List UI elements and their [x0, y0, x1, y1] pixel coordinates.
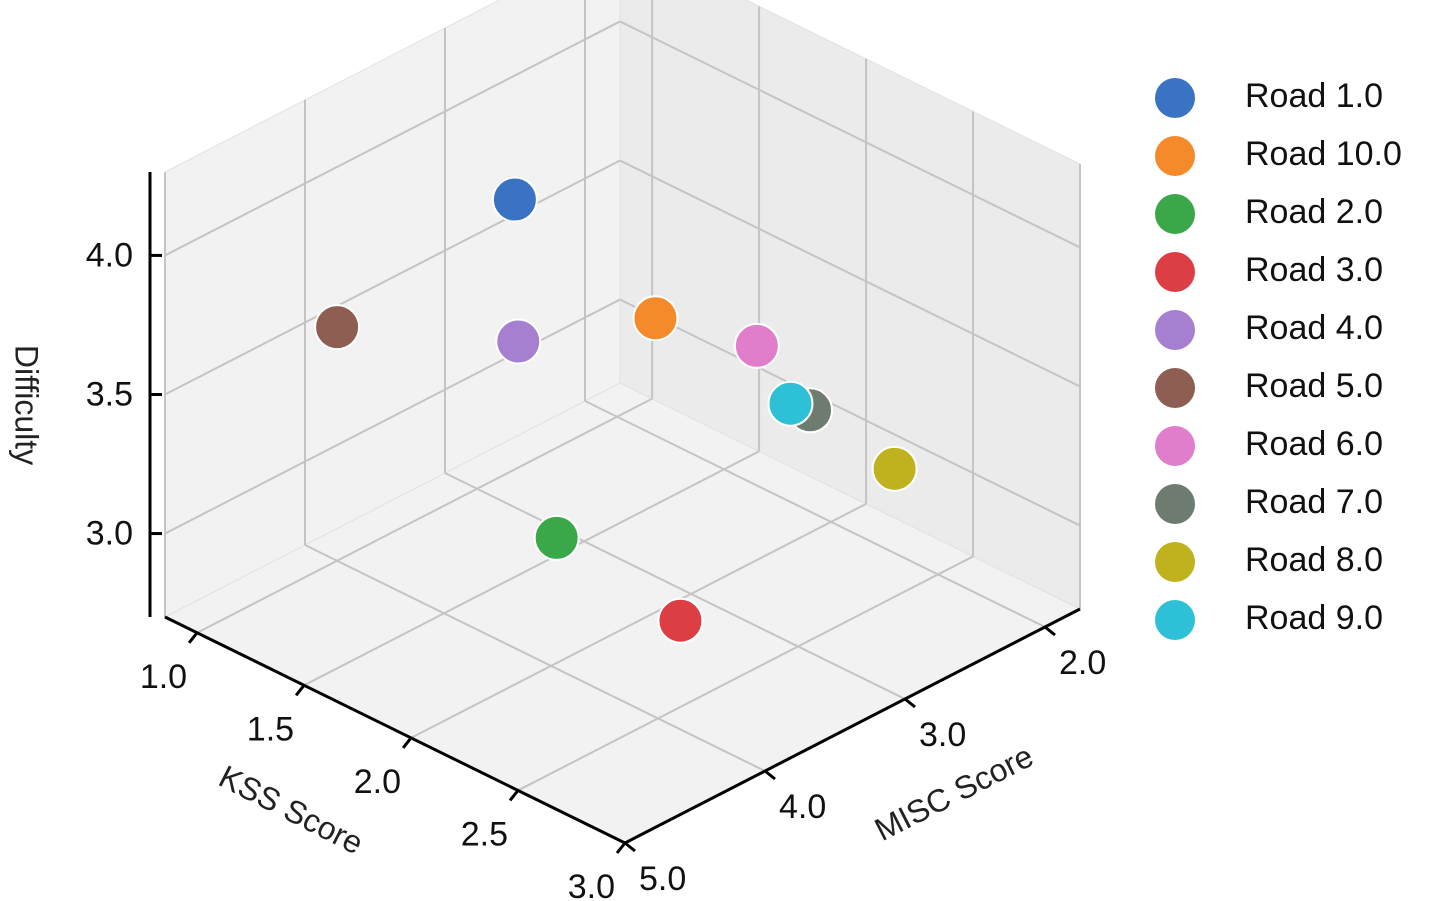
legend-swatch	[1155, 78, 1195, 118]
legend-label: Road 10.0	[1245, 135, 1402, 173]
x-tick	[401, 736, 413, 749]
y-tick	[904, 697, 916, 709]
legend-swatch	[1155, 136, 1195, 176]
grid-line	[164, 20, 621, 257]
legend-swatch	[1155, 542, 1195, 582]
legend-label: Road 5.0	[1245, 367, 1383, 405]
grid-line	[584, 400, 1046, 628]
point	[767, 380, 814, 427]
legend-swatch	[1155, 194, 1195, 234]
x-tick-label: 2.5	[461, 815, 508, 853]
y-tick	[764, 769, 776, 781]
y-tick-label: 2.0	[1059, 644, 1106, 682]
legend-swatch	[1155, 252, 1195, 292]
point	[491, 176, 538, 223]
point	[733, 322, 780, 369]
grid-line	[304, 544, 766, 772]
z-tick-label: 3.0	[86, 515, 133, 553]
grid-line	[410, 502, 867, 739]
legend-label: Road 8.0	[1245, 541, 1383, 579]
grid-line	[196, 397, 653, 634]
x-tick-label: 2.0	[354, 763, 401, 801]
x-tick-label: 3.0	[568, 868, 615, 901]
legend-label: Road 6.0	[1245, 425, 1383, 463]
legend-swatch	[1155, 600, 1195, 640]
grid-line	[517, 555, 974, 792]
x-tick-label: 1.0	[140, 658, 187, 696]
x-tick	[187, 631, 199, 644]
x-axis-label: KSS Score	[213, 758, 369, 861]
y-tick-label: 4.0	[779, 788, 826, 826]
grid-line	[303, 450, 760, 687]
grid-line	[164, 298, 621, 535]
grid-line	[619, 159, 1081, 388]
legend-label: Road 9.0	[1245, 599, 1383, 637]
y-tick-label: 5.0	[639, 860, 686, 898]
legend-label: Road 4.0	[1245, 309, 1383, 347]
legend-swatch	[1155, 484, 1195, 524]
z-axis-label: Difficulty	[9, 345, 45, 465]
grid-line	[619, 298, 1081, 527]
point	[533, 514, 580, 561]
y-axis-line	[624, 607, 1081, 845]
legend-label: Road 3.0	[1245, 251, 1383, 289]
y-axis-label: MISC Score	[869, 738, 1039, 848]
legend-swatch	[1155, 426, 1195, 466]
point	[495, 318, 542, 365]
y-tick	[624, 841, 636, 853]
x-tick	[294, 684, 306, 697]
y-tick-label: 3.0	[919, 716, 966, 754]
point	[871, 445, 918, 492]
legend-swatch	[1155, 310, 1195, 350]
grid-line	[164, 159, 621, 396]
point	[314, 304, 361, 351]
z-tick-label: 4.0	[86, 236, 133, 274]
x-tick	[615, 842, 627, 854]
legend-label: Road 7.0	[1245, 483, 1383, 521]
grid-line	[619, 20, 1081, 249]
x-tick	[508, 789, 520, 802]
point	[632, 295, 679, 342]
legend-swatch	[1155, 368, 1195, 408]
x-axis-line	[164, 615, 626, 845]
y-tick	[1044, 625, 1056, 637]
x-tick-label: 1.5	[247, 710, 294, 748]
z-tick-label: 3.5	[86, 375, 133, 413]
legend-label: Road 1.0	[1245, 77, 1383, 115]
legend-label: Road 2.0	[1245, 193, 1383, 231]
point	[657, 597, 704, 644]
grid-line	[444, 472, 906, 700]
